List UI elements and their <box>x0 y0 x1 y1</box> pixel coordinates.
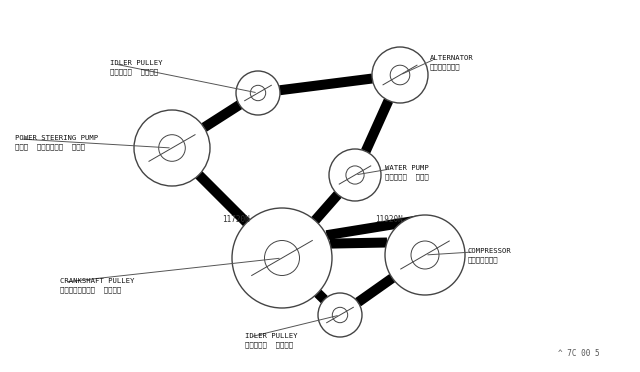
Circle shape <box>250 85 266 101</box>
Circle shape <box>346 166 364 184</box>
Circle shape <box>390 65 410 85</box>
Polygon shape <box>314 289 328 303</box>
Polygon shape <box>326 215 421 240</box>
Text: ALTERNATOR
オルタネーター: ALTERNATOR オルタネーター <box>430 55 474 70</box>
Circle shape <box>329 149 381 201</box>
Text: COMPRESSOR
コンプレッサー: COMPRESSOR コンプレッサー <box>468 248 512 263</box>
Polygon shape <box>361 99 393 153</box>
Text: WATER PUMP
ウォーター  ポンプ: WATER PUMP ウォーター ポンプ <box>385 165 429 180</box>
Circle shape <box>385 215 465 295</box>
Polygon shape <box>355 274 396 307</box>
Polygon shape <box>330 237 387 248</box>
Circle shape <box>232 208 332 308</box>
Circle shape <box>411 241 439 269</box>
Text: 11920N: 11920N <box>375 215 403 224</box>
Polygon shape <box>202 101 242 132</box>
Text: IDLER PULLEY
アイドラー  プーリー: IDLER PULLEY アイドラー プーリー <box>245 333 298 348</box>
Circle shape <box>332 307 348 323</box>
Text: ^ 7C 00 5: ^ 7C 00 5 <box>558 349 600 358</box>
Circle shape <box>159 135 186 161</box>
Circle shape <box>134 110 210 186</box>
Circle shape <box>264 241 300 276</box>
Circle shape <box>236 71 280 115</box>
Text: 11720N: 11720N <box>222 215 250 224</box>
Polygon shape <box>311 191 342 224</box>
Circle shape <box>318 293 362 337</box>
Text: IDLER PULLEY
アイドラー  プーリー: IDLER PULLEY アイドラー プーリー <box>110 60 163 75</box>
Circle shape <box>372 47 428 103</box>
Polygon shape <box>195 171 250 226</box>
Text: CRANKSHAFT PULLEY
クランクシャフト  プーリー: CRANKSHAFT PULLEY クランクシャフト プーリー <box>60 278 134 293</box>
Polygon shape <box>279 74 373 95</box>
Text: POWER STEERING PUMP
パワー  ステアリング  ポンプ: POWER STEERING PUMP パワー ステアリング ポンプ <box>15 135 98 150</box>
